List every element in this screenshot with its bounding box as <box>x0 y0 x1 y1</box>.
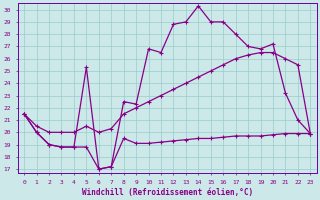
X-axis label: Windchill (Refroidissement éolien,°C): Windchill (Refroidissement éolien,°C) <box>82 188 253 197</box>
